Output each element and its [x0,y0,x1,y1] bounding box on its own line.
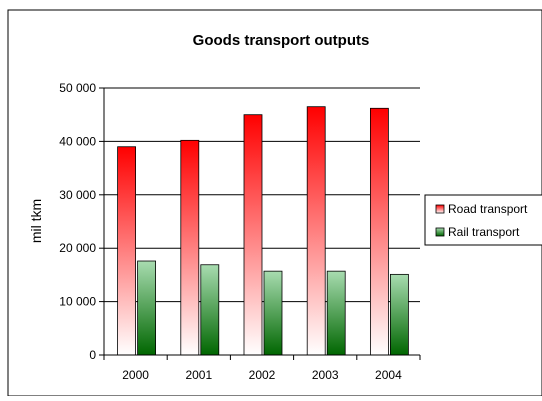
bar-rail-2002 [263,270,283,356]
bar-road-2000 [117,146,136,356]
axes [103,88,420,356]
bar-rail-2003 [326,270,346,356]
x-tick-label: 2003 [312,368,339,382]
bar-road-2002 [243,114,263,356]
y-tick-label: 50 000 [59,81,96,95]
bar-road-2004 [369,107,389,356]
legend-label-rail: Rail transport [448,225,520,239]
legend-swatch-road [435,204,445,214]
chart-title: Goods transport outputs [193,32,370,49]
x-tick-label: 2002 [249,368,276,382]
y-axis-ticks: 0 10 000 20 000 30 000 40 000 50 000 [59,81,104,362]
y-tick-label: 40 000 [59,134,96,148]
x-tick-label: 2004 [375,368,402,382]
x-tick-label: 2000 [122,368,149,382]
bar-rail-2000 [137,260,157,356]
bar-rail-2004 [389,273,409,356]
legend-label-road: Road transport [448,202,528,216]
y-tick-label: 0 [89,348,96,362]
y-tick-label: 20 000 [59,241,96,255]
legend-box [424,194,542,246]
legend-swatch-rail [435,227,445,237]
y-tick-label: 10 000 [59,295,96,309]
bar-road-2001 [180,139,200,356]
bars [117,106,409,356]
legend: Road transport Rail transport [424,194,542,246]
bar-road-2003 [306,106,326,356]
y-tick-label: 30 000 [59,188,96,202]
bar-rail-2001 [200,264,220,356]
x-axis-ticks: 2000 2001 2002 2003 2004 [103,355,421,382]
x-tick-label: 2001 [185,368,212,382]
y-axis-label: mil tkm [28,199,44,243]
